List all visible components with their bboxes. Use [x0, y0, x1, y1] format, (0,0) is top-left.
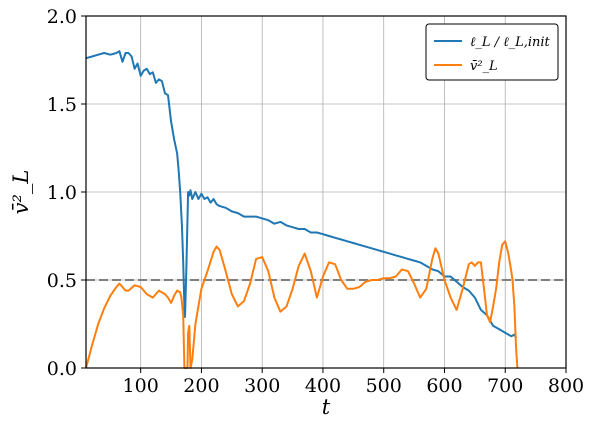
series-line-1 — [85, 240, 519, 369]
x-tick-label: 100 — [123, 375, 159, 397]
y-tick-label: 0.5 — [47, 270, 77, 292]
x-tick-label: 600 — [426, 375, 462, 397]
y-axis-label: v̄²_L — [9, 170, 33, 215]
y-tick-label: 0.0 — [47, 358, 77, 380]
legend: ℓ_L / ℓ_L,init v̄²_L — [425, 23, 559, 81]
legend-label-velocity-sq: v̄²_L — [470, 59, 498, 74]
axis-ticks: 100 200 300 400 500 600 700 800 0.0 0.5 1.0 1.5 2.0 — [47, 6, 584, 397]
y-tick-label: 1.0 — [47, 182, 77, 204]
x-tick-label: 700 — [487, 375, 523, 397]
x-tick-label: 800 — [548, 375, 584, 397]
x-axis-label: t — [322, 395, 331, 419]
x-tick-label: 300 — [244, 375, 280, 397]
x-tick-label: 200 — [183, 375, 219, 397]
y-tick-label: 2.0 — [47, 6, 77, 28]
x-tick-label: 500 — [366, 375, 402, 397]
series-line-0 — [85, 50, 518, 339]
x-tick-label: 400 — [305, 375, 341, 397]
series-lines — [85, 50, 519, 369]
y-tick-label: 1.5 — [47, 94, 77, 116]
legend-label-length-ratio: ℓ_L / ℓ_L,init — [470, 35, 551, 50]
